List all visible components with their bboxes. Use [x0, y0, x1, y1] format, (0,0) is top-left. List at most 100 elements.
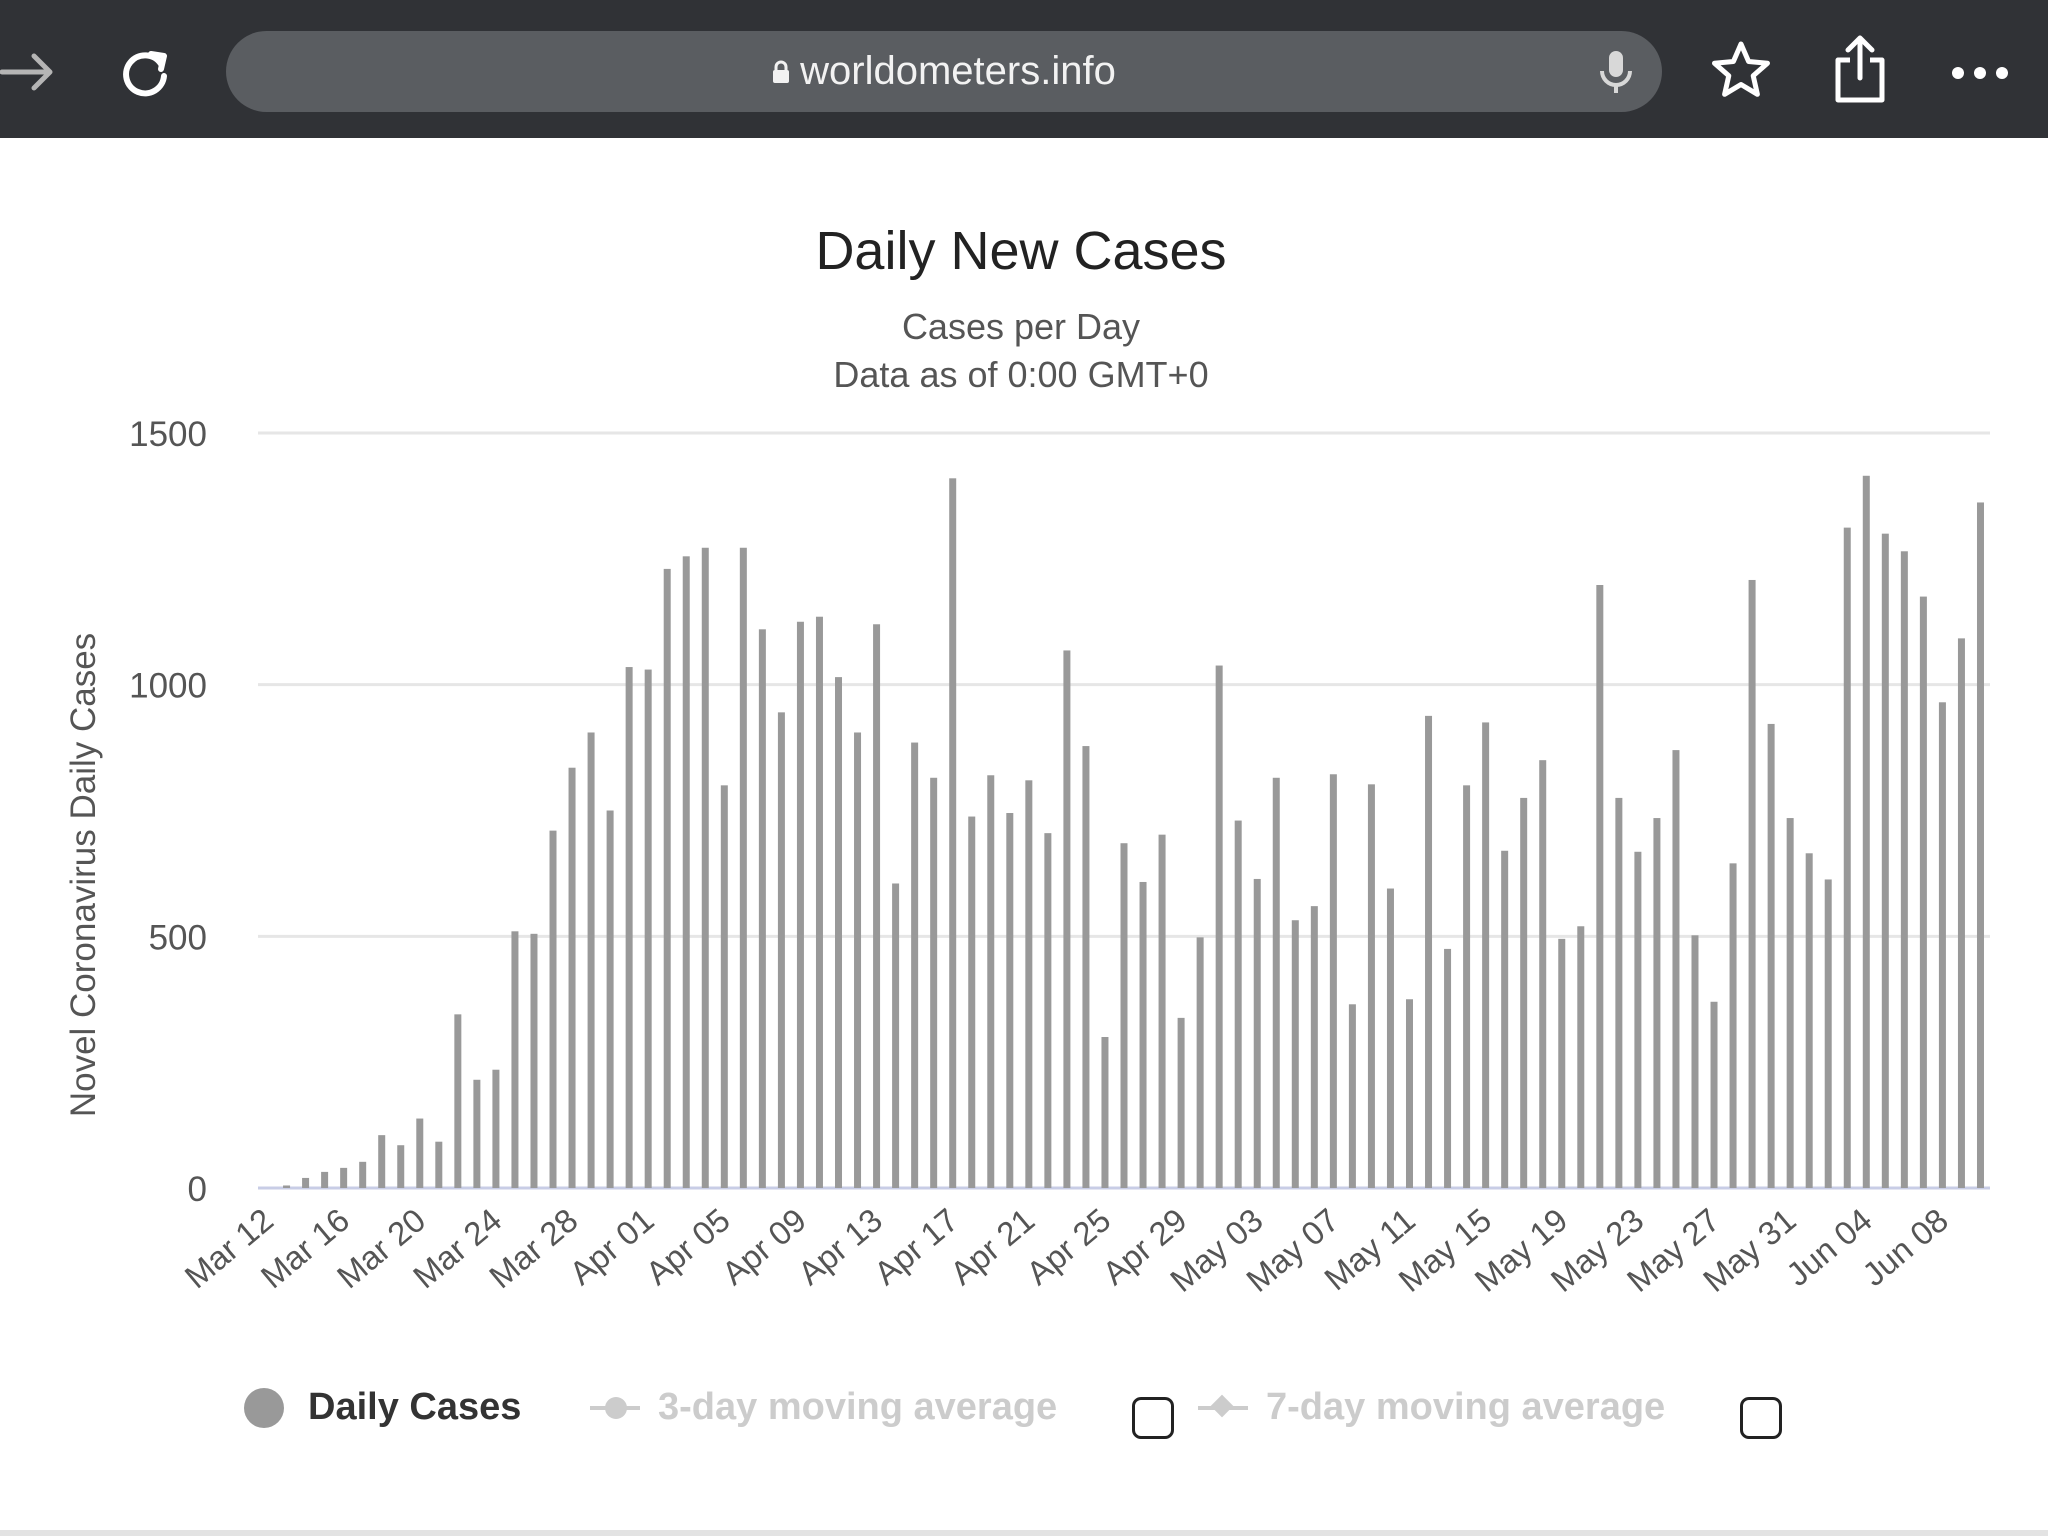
bar — [1425, 715, 1433, 1188]
bar — [302, 1177, 310, 1188]
bar — [1577, 926, 1585, 1188]
bar — [1824, 879, 1832, 1188]
bar — [1253, 878, 1261, 1188]
bar — [1158, 834, 1166, 1188]
x-tick-label: Apr 09 — [715, 1201, 813, 1292]
legend-label-daily-cases: Daily Cases — [308, 1386, 522, 1428]
bar — [1596, 585, 1604, 1188]
legend-label-3day: 3-day moving average — [658, 1386, 1058, 1428]
bar — [435, 1141, 443, 1188]
x-tick-label: Apr 05 — [639, 1201, 737, 1292]
x-tick-label: Apr 13 — [791, 1201, 889, 1292]
bar — [873, 624, 881, 1188]
bar — [682, 556, 690, 1188]
bar — [1367, 784, 1375, 1188]
address-bar[interactable]: worldometers.info — [226, 31, 1662, 112]
bar — [1120, 843, 1128, 1188]
microphone-icon[interactable] — [1598, 49, 1634, 100]
bar — [835, 677, 843, 1188]
bar — [987, 775, 995, 1188]
bar — [1063, 650, 1071, 1188]
x-tick-label: Apr 17 — [867, 1201, 965, 1292]
bar — [892, 883, 900, 1188]
bar — [1653, 818, 1661, 1188]
browser-toolbar: worldometers.info — [0, 0, 2048, 138]
bar — [1938, 702, 1946, 1188]
bar — [1558, 938, 1566, 1188]
x-tick-label: Mar 28 — [482, 1201, 584, 1295]
bar — [1748, 579, 1756, 1188]
chart-subtitle: Cases per Day — [901, 306, 1141, 347]
x-tick-label: Apr 21 — [943, 1201, 1041, 1292]
y-tick-label: 1000 — [129, 667, 207, 706]
bar — [720, 785, 728, 1188]
x-tick-label: Jun 08 — [1855, 1201, 1955, 1293]
legend-item-daily-cases[interactable]: Daily Cases — [244, 1386, 521, 1429]
reload-icon[interactable] — [115, 42, 175, 102]
bar — [511, 931, 519, 1188]
bar — [968, 816, 976, 1188]
bar — [283, 1185, 291, 1188]
bar — [1444, 948, 1452, 1188]
bar — [1139, 881, 1147, 1188]
bar — [530, 933, 538, 1188]
legend-item-3day-average[interactable]: 3-day moving average — [590, 1386, 1057, 1429]
chart-data-timestamp: Data as of 0:00 GMT+0 — [833, 354, 1209, 395]
legend-item-7day-average[interactable]: 7-day moving average — [1198, 1386, 1665, 1429]
bar — [644, 669, 652, 1188]
page-content — [0, 138, 2048, 1536]
bar — [321, 1171, 329, 1188]
bar — [663, 568, 671, 1188]
bar — [549, 830, 557, 1188]
url-text: worldometers.info — [800, 49, 1116, 93]
bar — [1501, 850, 1509, 1188]
bar — [1767, 723, 1775, 1188]
bar — [1615, 797, 1623, 1188]
bar — [1101, 1037, 1109, 1188]
bar — [492, 1069, 500, 1188]
bottom-edge — [0, 1530, 2048, 1536]
bar — [473, 1079, 481, 1188]
bar — [1976, 502, 1984, 1189]
bar — [1006, 813, 1014, 1188]
bar — [1482, 722, 1490, 1188]
bar — [397, 1145, 405, 1188]
bar — [416, 1118, 424, 1188]
bar — [1539, 760, 1547, 1188]
bar — [1881, 533, 1889, 1188]
bar — [1729, 863, 1737, 1188]
bar — [1310, 906, 1318, 1188]
x-tick-label: Jun 04 — [1779, 1201, 1879, 1293]
bar — [1900, 551, 1908, 1188]
share-icon[interactable] — [1830, 34, 1890, 104]
bar — [739, 547, 747, 1188]
bar — [1234, 820, 1242, 1188]
bar — [1520, 797, 1528, 1188]
bar — [1786, 818, 1794, 1188]
bar — [1957, 638, 1965, 1188]
bar — [1862, 475, 1870, 1188]
bar — [625, 667, 633, 1188]
legend-marker-3day — [590, 1396, 640, 1419]
forward-icon[interactable] — [0, 42, 60, 102]
bar — [606, 810, 614, 1188]
bar — [587, 732, 595, 1188]
toggle-3day-average-checkbox[interactable] — [1132, 1397, 1174, 1439]
y-tick-label: 0 — [188, 1170, 207, 1209]
bar — [1082, 746, 1090, 1188]
legend-marker-7day — [1198, 1394, 1248, 1417]
bar — [911, 742, 919, 1188]
bar — [777, 712, 785, 1188]
bar — [378, 1135, 386, 1188]
toggle-7day-average-checkbox[interactable] — [1740, 1397, 1782, 1439]
bar — [1463, 785, 1471, 1188]
bookmark-star-icon[interactable] — [1710, 40, 1772, 102]
bar — [854, 732, 862, 1188]
bar — [1843, 527, 1851, 1188]
bar — [1710, 1001, 1718, 1188]
bar — [701, 547, 709, 1188]
bar — [1291, 920, 1299, 1188]
more-icon[interactable] — [1950, 58, 2010, 88]
x-tick-label: Apr 01 — [562, 1201, 660, 1292]
